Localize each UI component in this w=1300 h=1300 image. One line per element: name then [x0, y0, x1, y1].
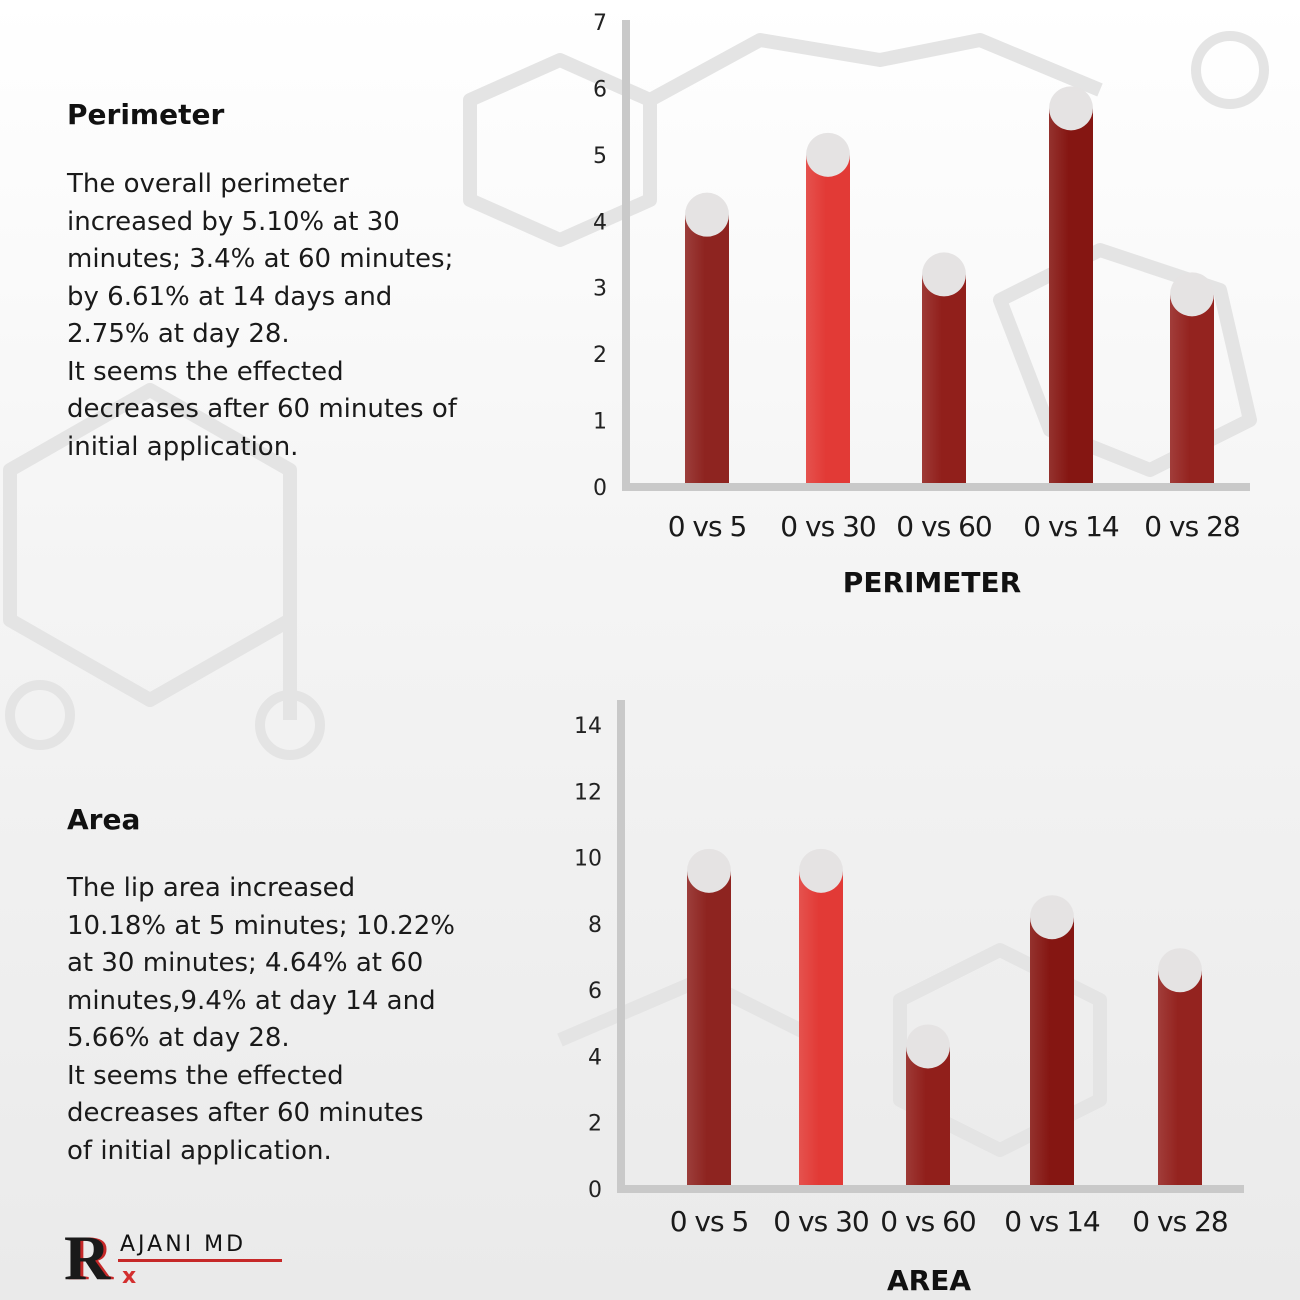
area-line: The lip area increased [67, 873, 356, 903]
bar [799, 870, 843, 1187]
logo-letter-r: R [64, 1222, 111, 1293]
x-tick-label: 0 vs 30 [773, 1205, 868, 1238]
area-heading: Area [67, 803, 141, 836]
x-tick-label: 0 vs 5 [668, 510, 747, 543]
area-line: minutes,9.4% at day 14 and [67, 985, 436, 1016]
perimeter-line: decreases after 60 minutes of [67, 394, 457, 424]
y-tick-label: 10 [574, 847, 602, 872]
perimeter-description: The overall perimeter increased by 5.10%… [67, 166, 457, 466]
area-line: at 30 minutes; 4.64% at 60 [67, 948, 424, 978]
perimeter-line: The overall perimeter [67, 169, 349, 199]
y-tick-label: 4 [588, 1045, 602, 1070]
bar-cap [806, 132, 850, 177]
chart-title: PERIMETER [843, 566, 1021, 599]
bar [922, 274, 966, 485]
area-line: It seems the effected [67, 1060, 344, 1091]
y-tick-label: 12 [574, 780, 602, 805]
x-tick-label: 0 vs 14 [1023, 510, 1119, 543]
y-tick-label: 6 [593, 77, 607, 102]
bar-cap [906, 1024, 950, 1069]
chart-bars [685, 86, 1214, 485]
bar [806, 154, 850, 485]
y-tick-label: 2 [593, 343, 607, 368]
perimeter-bar-chart: 0 vs 5 0 vs 30 0 vs 60 0 vs 14 0 vs 28 0 1 2 3 4 5… [593, 11, 1250, 599]
perimeter-line: initial application. [67, 431, 299, 462]
bar-cap [922, 252, 966, 297]
y-tick-label: 8 [588, 913, 602, 938]
y-tick-label: 2 [588, 1112, 602, 1137]
x-tick-label: 0 vs 28 [1132, 1205, 1227, 1238]
area-line: decreases after 60 minutes [67, 1098, 424, 1128]
x-tick-label: 0 vs 60 [880, 1205, 975, 1238]
area-line: 5.66% at day 28. [67, 1023, 290, 1053]
area-bar-chart: 0 vs 5 0 vs 30 0 vs 60 0 vs 14 0 vs 28 0 2 4 6 8 1… [574, 700, 1244, 1297]
x-tick-label: 0 vs 28 [1144, 510, 1239, 543]
rajani-md-logo: R AJANI MD x [62, 1226, 292, 1292]
perimeter-line: minutes; 3.4% at 60 minutes; [67, 244, 454, 274]
area-line: 10.18% at 5 minutes; 10.22% [67, 910, 456, 941]
perimeter-line: increased by 5.10% at 30 [67, 206, 400, 237]
bar [1030, 917, 1074, 1187]
perimeter-line: 2.75% at day 28. [67, 319, 290, 349]
y-tick-label: 5 [593, 144, 607, 169]
bar-cap [687, 848, 731, 893]
x-tick-label: 0 vs 14 [1004, 1205, 1100, 1238]
x-tick-label: 0 vs 5 [670, 1205, 749, 1238]
x-tick-label: 0 vs 30 [780, 510, 875, 543]
y-tick-label: 3 [593, 277, 607, 302]
area-description: The lip area increased 10.18% at 5 minut… [67, 870, 455, 1170]
x-tick-label: 0 vs 60 [896, 510, 991, 543]
bar [1170, 294, 1214, 485]
y-tick-label: 0 [593, 476, 607, 501]
y-tick-label: 14 [574, 714, 602, 739]
bar [1158, 970, 1202, 1187]
chart-bars [687, 848, 1202, 1187]
bar-cap [1158, 948, 1202, 993]
logo-letter-x: x [122, 1264, 137, 1289]
bar [685, 214, 729, 485]
y-tick-label: 6 [588, 979, 602, 1004]
bar-cap [1049, 86, 1093, 131]
area-line: of initial application. [67, 1135, 332, 1166]
perimeter-heading: Perimeter [67, 98, 225, 131]
y-tick-label: 0 [588, 1178, 602, 1203]
bar [687, 870, 731, 1187]
bar-cap [799, 848, 843, 893]
y-tick-label: 7 [593, 11, 607, 36]
bar [906, 1046, 950, 1187]
bar-cap [685, 192, 729, 237]
perimeter-line: It seems the effected [67, 356, 344, 387]
logo-underline [118, 1259, 282, 1262]
chart-title: AREA [887, 1264, 971, 1297]
y-tick-label: 4 [593, 210, 607, 235]
bar-cap [1030, 895, 1074, 940]
bar-cap [1170, 272, 1214, 317]
bar [1049, 108, 1093, 485]
perimeter-line: by 6.61% at 14 days and [67, 281, 393, 312]
y-tick-label: 1 [593, 410, 607, 435]
logo-name: AJANI MD [120, 1232, 247, 1257]
